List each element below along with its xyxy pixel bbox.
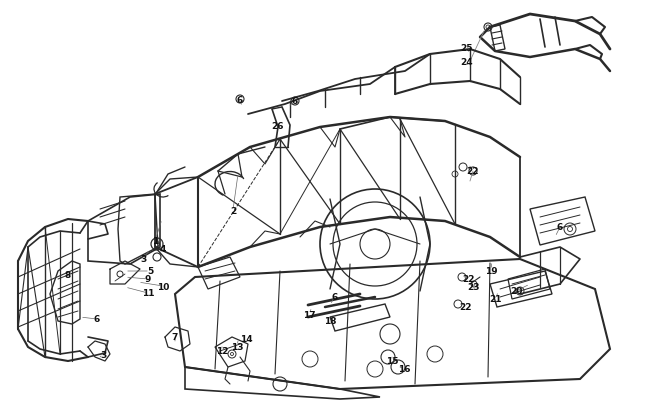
- Text: 18: 18: [324, 317, 336, 326]
- Text: 2: 2: [230, 206, 236, 215]
- Text: 4: 4: [160, 245, 166, 254]
- Text: 3: 3: [140, 255, 146, 264]
- Text: 6: 6: [292, 96, 298, 105]
- Text: 14: 14: [240, 335, 252, 344]
- Text: 6: 6: [237, 95, 243, 104]
- Text: 22: 22: [463, 275, 475, 284]
- Text: 25: 25: [461, 43, 473, 52]
- Text: 23: 23: [468, 282, 480, 291]
- Text: 13: 13: [231, 342, 243, 351]
- Text: 20: 20: [510, 287, 522, 296]
- Text: 12: 12: [216, 347, 228, 356]
- Text: 7: 7: [172, 332, 178, 341]
- Text: 10: 10: [157, 282, 169, 291]
- Text: 24: 24: [461, 58, 473, 66]
- Text: 19: 19: [485, 266, 497, 275]
- Text: 1: 1: [152, 237, 158, 246]
- Text: 15: 15: [385, 357, 398, 366]
- Text: 21: 21: [489, 295, 502, 304]
- Text: 26: 26: [272, 121, 284, 130]
- Text: 9: 9: [145, 275, 151, 284]
- Text: 22: 22: [460, 302, 473, 311]
- Text: 6: 6: [332, 292, 338, 301]
- Text: 6: 6: [557, 223, 563, 232]
- Text: 5: 5: [147, 267, 153, 276]
- Text: 8: 8: [65, 271, 71, 280]
- Text: 17: 17: [303, 310, 315, 319]
- Text: 16: 16: [398, 364, 410, 373]
- Text: 3: 3: [100, 350, 106, 358]
- Text: 11: 11: [142, 289, 154, 298]
- Text: 6: 6: [94, 315, 100, 324]
- Text: 22: 22: [467, 166, 479, 175]
